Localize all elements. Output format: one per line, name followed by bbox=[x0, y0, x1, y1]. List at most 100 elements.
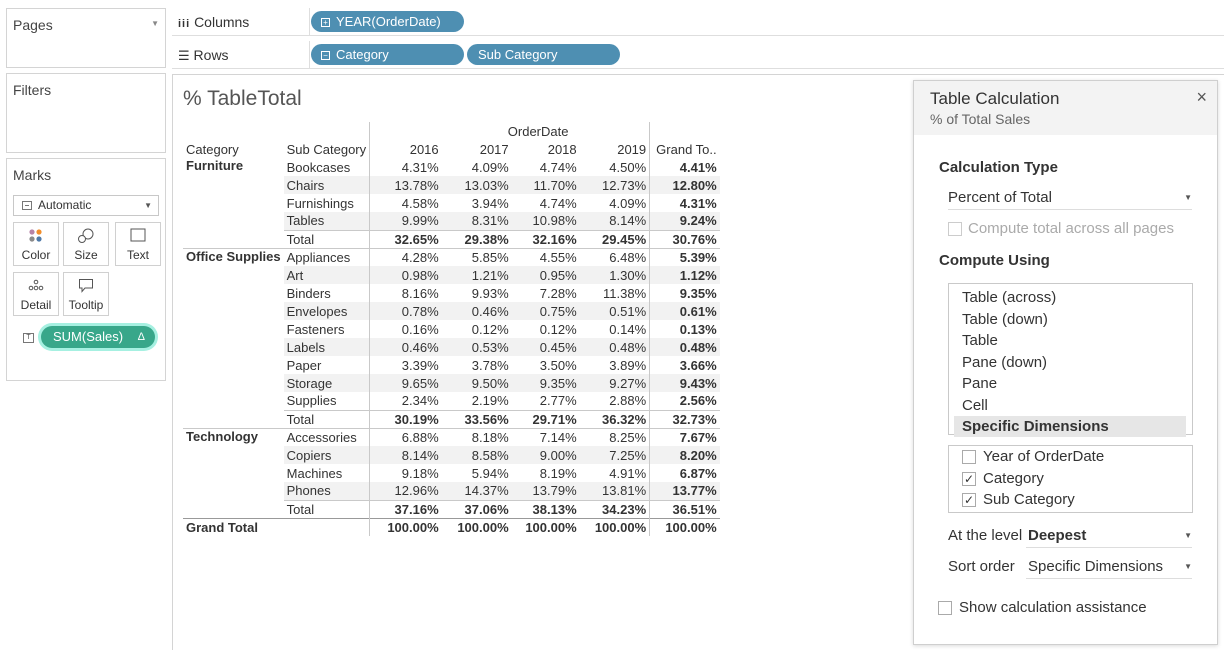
value-cell[interactable]: 8.18% bbox=[441, 427, 512, 446]
total-cell[interactable]: 36.32% bbox=[579, 409, 650, 428]
value-cell[interactable]: 4.28% bbox=[369, 247, 442, 266]
value-cell[interactable]: 13.77% bbox=[649, 482, 720, 500]
value-cell[interactable]: 4.31% bbox=[649, 194, 720, 212]
mark-type-dropdown[interactable]: Automatic ▼ bbox=[13, 195, 159, 216]
value-cell[interactable]: 3.78% bbox=[471, 357, 509, 373]
compute-using-option[interactable]: Pane bbox=[962, 375, 998, 392]
value-cell[interactable]: 0.12% bbox=[539, 321, 577, 337]
value-cell[interactable]: 4.09% bbox=[609, 195, 647, 211]
value-cell[interactable]: 13.78% bbox=[369, 176, 442, 194]
subcategory-cell[interactable]: Bookcases bbox=[286, 159, 351, 175]
value-cell[interactable]: 6.87% bbox=[649, 464, 720, 482]
subcategory-cell[interactable]: Art bbox=[283, 266, 370, 284]
category-pill[interactable]: − Category bbox=[311, 44, 464, 65]
collapse-minus-icon[interactable]: − bbox=[321, 51, 330, 60]
year-orderdate-pill[interactable]: + YEAR(OrderDate) bbox=[311, 11, 464, 32]
total-cell[interactable]: 29.38% bbox=[441, 229, 512, 248]
value-cell[interactable]: 7.25% bbox=[579, 446, 650, 464]
text-encoding-icon[interactable]: T bbox=[23, 333, 34, 343]
value-cell[interactable]: 4.50% bbox=[609, 159, 647, 175]
column-header[interactable]: Grand To.. bbox=[649, 140, 720, 158]
grand-total-cell[interactable]: 100.00% bbox=[649, 517, 720, 536]
value-cell[interactable]: 9.00% bbox=[511, 446, 580, 464]
grand-total-cell[interactable]: 100.00% bbox=[579, 517, 650, 536]
compute-using-list[interactable]: Table (across) Table (down) Table Pane (dow… bbox=[948, 283, 1193, 437]
total-cell[interactable]: 32.16% bbox=[511, 229, 580, 248]
value-cell[interactable]: 3.39% bbox=[369, 356, 442, 374]
dimension-checkbox[interactable]: ✓ bbox=[962, 471, 976, 486]
value-cell[interactable]: 8.19% bbox=[539, 465, 577, 481]
value-cell[interactable]: 3.66% bbox=[649, 356, 720, 374]
value-cell[interactable]: 5.39% bbox=[649, 247, 720, 266]
columns-shelf[interactable]: iii Columns + YEAR(OrderDate) bbox=[172, 8, 1224, 36]
total-cell[interactable]: 32.73% bbox=[649, 409, 720, 428]
compute-using-option[interactable]: Cell bbox=[962, 396, 988, 414]
total-cell[interactable]: 37.06% bbox=[441, 499, 512, 518]
category-cell[interactable]: Furniture bbox=[186, 158, 244, 173]
category-cell[interactable]: Office Supplies bbox=[183, 247, 284, 428]
value-cell[interactable]: 0.46% bbox=[369, 338, 442, 356]
value-cell[interactable]: 0.78% bbox=[369, 302, 442, 320]
compute-using-option[interactable]: Table (down) bbox=[962, 310, 1048, 328]
value-cell[interactable]: 5.85% bbox=[441, 247, 512, 266]
subcategory-cell[interactable]: Machines bbox=[286, 465, 343, 481]
value-cell[interactable]: 13.81% bbox=[579, 482, 650, 500]
at-level-dropdown[interactable]: At the level Deepest ▼ bbox=[948, 524, 1192, 548]
value-cell[interactable]: 9.43% bbox=[649, 374, 720, 392]
subcategory-cell[interactable]: Appliances bbox=[283, 247, 370, 266]
value-cell[interactable]: 9.50% bbox=[441, 374, 512, 392]
value-cell[interactable]: 3.89% bbox=[609, 357, 647, 373]
subcategory-cell[interactable]: Tables bbox=[283, 212, 370, 230]
value-cell[interactable]: 13.79% bbox=[511, 482, 580, 500]
value-cell[interactable]: 8.20% bbox=[649, 446, 720, 464]
subcategory-cell[interactable]: Envelopes bbox=[283, 302, 370, 320]
value-cell[interactable]: 9.99% bbox=[369, 212, 442, 230]
value-cell[interactable]: 4.91% bbox=[609, 465, 647, 481]
value-cell[interactable]: 9.65% bbox=[369, 374, 442, 392]
value-cell[interactable]: 8.31% bbox=[441, 212, 512, 230]
total-cell[interactable]: 30.19% bbox=[369, 409, 442, 428]
subcategory-cell[interactable]: Paper bbox=[286, 357, 322, 373]
subcategory-pill[interactable]: Sub Category bbox=[467, 44, 620, 65]
grand-total-cell[interactable]: 100.00% bbox=[369, 517, 442, 536]
value-cell[interactable]: 2.56% bbox=[649, 392, 720, 410]
value-cell[interactable]: 8.14% bbox=[369, 446, 442, 464]
value-cell[interactable]: 1.12% bbox=[649, 266, 720, 284]
dimension-checkbox[interactable] bbox=[962, 450, 976, 464]
compute-using-option[interactable]: Table bbox=[962, 332, 998, 349]
value-cell[interactable]: 0.53% bbox=[441, 338, 512, 356]
value-cell[interactable]: 2.19% bbox=[471, 393, 509, 409]
dialog-header[interactable]: Table Calculation % of Total Sales × bbox=[914, 81, 1217, 135]
value-cell[interactable]: 1.30% bbox=[579, 266, 650, 284]
text-button[interactable]: Text bbox=[115, 222, 161, 266]
subcategory-cell[interactable]: Chairs bbox=[283, 176, 370, 194]
value-cell[interactable]: 0.61% bbox=[649, 302, 720, 320]
value-cell[interactable]: 0.98% bbox=[369, 266, 442, 284]
grand-total-cell[interactable]: 100.00% bbox=[511, 517, 580, 536]
total-cell[interactable]: 38.13% bbox=[511, 499, 580, 518]
value-cell[interactable]: 2.34% bbox=[369, 392, 442, 410]
value-cell[interactable]: 0.16% bbox=[369, 320, 442, 338]
total-cell[interactable]: 37.16% bbox=[369, 499, 442, 518]
value-cell[interactable]: 3.50% bbox=[539, 357, 577, 373]
value-cell[interactable]: 9.35% bbox=[511, 374, 580, 392]
total-cell[interactable]: 29.45% bbox=[579, 229, 650, 248]
chevron-down-icon[interactable]: ▼ bbox=[151, 19, 159, 28]
value-cell[interactable]: 4.55% bbox=[511, 247, 580, 266]
total-cell[interactable]: 29.71% bbox=[511, 409, 580, 428]
value-cell[interactable]: 0.75% bbox=[511, 302, 580, 320]
subcategory-cell[interactable]: Binders bbox=[286, 285, 331, 301]
value-cell[interactable]: 0.45% bbox=[511, 338, 580, 356]
pages-card[interactable]: Pages ▼ bbox=[6, 8, 166, 68]
value-cell[interactable]: 0.14% bbox=[609, 321, 647, 337]
subcategory-cell[interactable]: Labels bbox=[283, 338, 370, 356]
value-cell[interactable]: 0.13% bbox=[649, 320, 720, 338]
value-cell[interactable]: 11.70% bbox=[511, 176, 580, 194]
total-cell[interactable]: 34.23% bbox=[579, 499, 650, 518]
value-cell[interactable]: 8.25% bbox=[579, 427, 650, 446]
column-header[interactable]: 2018 bbox=[547, 141, 577, 157]
value-cell[interactable]: 2.88% bbox=[609, 393, 647, 409]
grand-total-cell[interactable]: 100.00% bbox=[441, 517, 512, 536]
value-cell[interactable]: 7.14% bbox=[511, 427, 580, 446]
expand-plus-icon[interactable]: + bbox=[321, 18, 330, 27]
